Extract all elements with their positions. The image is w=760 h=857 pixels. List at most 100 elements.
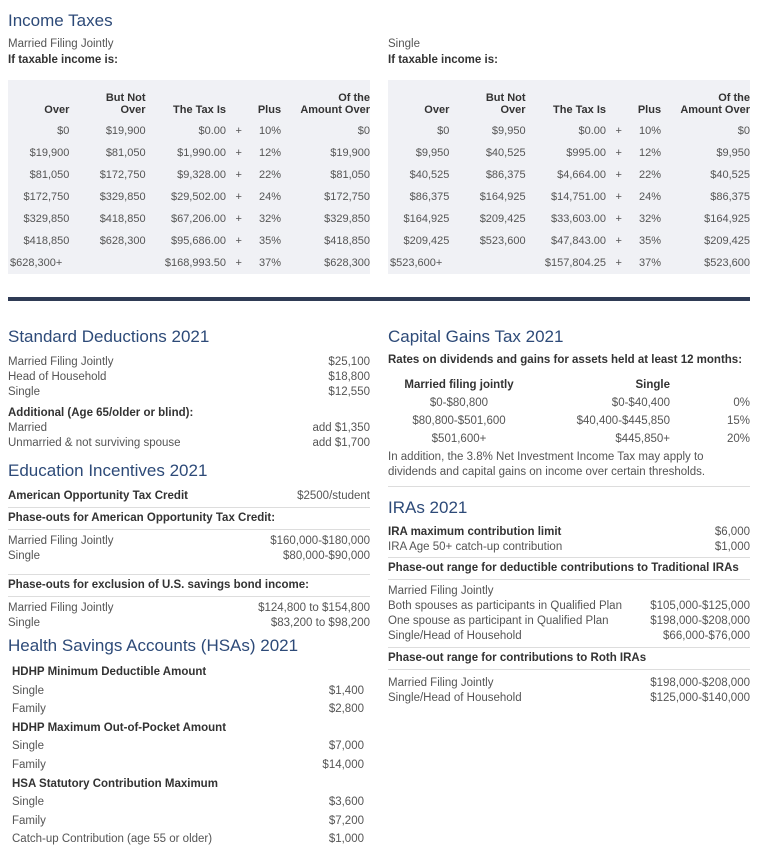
- table-cell: $418,850: [99, 213, 146, 225]
- table-cell: $81,050: [29, 169, 70, 181]
- item-label: Married Filing Jointly: [388, 677, 494, 689]
- table-cell: $86,375: [485, 169, 526, 181]
- table-cell: 12%: [259, 147, 282, 159]
- table-cell: 10%: [639, 125, 662, 137]
- table-cell: +: [615, 169, 622, 181]
- table-cell: [69, 252, 145, 274]
- item-row: Married add $1,350: [8, 421, 370, 436]
- table-cell: $9,950: [491, 125, 526, 137]
- item-value: $25,100: [328, 356, 370, 368]
- table-row: $0 $9,950 $0.00 +10% $0: [388, 120, 750, 142]
- subheading-plain: Married Filing Jointly: [388, 585, 494, 597]
- cg-cell: $445,850+: [615, 433, 670, 445]
- table-cell: $0: [57, 125, 70, 137]
- table-row: $172,750 $329,850 $29,502.00 +24% $172,750: [8, 186, 370, 208]
- table-cell: +: [235, 147, 242, 159]
- income-taxes: Income Taxes Married Filing Jointly If tax…: [8, 10, 750, 274]
- header-cell: Of the Amount Over: [661, 80, 750, 120]
- item-label: Family: [12, 758, 46, 771]
- subheading: Phase-outs for exclusion of U.S. savings…: [8, 574, 370, 597]
- tax-table-block: Single If taxable income is: Over But Not Ov…: [388, 36, 750, 274]
- cg-cell: 0%: [733, 397, 750, 409]
- subheading: HSA Statutory Contribution Maximum: [12, 777, 218, 790]
- item-value: $7,000: [328, 740, 364, 753]
- cg-cell: $0-$80,800: [429, 397, 489, 409]
- item-row: Single/Head of Household $125,000-$140,00…: [388, 691, 750, 706]
- table-label: Married Filing Jointly: [8, 38, 114, 50]
- cg-header: Single: [635, 379, 670, 391]
- item-label: American Opportunity Tax Credit: [8, 490, 188, 502]
- header-line: The Tax Is: [173, 104, 227, 116]
- item-row: Family $2,800: [8, 700, 370, 719]
- header-cell: Over: [388, 80, 449, 120]
- item-row: Single $80,000-$90,000: [8, 549, 370, 564]
- table-cell: $418,850: [23, 235, 70, 247]
- item-row: Single/Head of Household $66,000-$76,000: [388, 629, 750, 644]
- table-cell: $9,950: [415, 147, 450, 159]
- header-line: Over: [424, 104, 450, 116]
- table-cell: +: [235, 191, 242, 203]
- cg-cell: $0-$40,400: [611, 397, 670, 409]
- table-cell: 32%: [259, 213, 282, 225]
- header-row: Over But Not Over The Tax Is Plus Of the Amoun…: [8, 80, 370, 120]
- table-cell: $523,600+: [390, 257, 443, 269]
- table-cell: 22%: [259, 169, 282, 181]
- header-line: The Tax Is: [553, 104, 607, 116]
- table-condition: If taxable income is:: [8, 54, 118, 66]
- item-row: Family $14,000: [8, 756, 370, 775]
- item-row: American Opportunity Tax Credit $2500/stu…: [8, 486, 370, 508]
- cg-cell: 20%: [726, 433, 750, 445]
- item-value: $124,800 to $154,800: [258, 602, 370, 614]
- table-cell: $67,206.00: [170, 213, 227, 225]
- item-label: Catch-up Contribution (age 55 or older): [12, 833, 213, 846]
- item-value: $1,000: [328, 833, 364, 846]
- table-cell: +: [615, 125, 622, 137]
- header-cell: Of the Amount Over: [281, 80, 370, 120]
- tax-table: Over But Not Over The Tax Is Plus Of the Amoun…: [388, 80, 750, 274]
- table-row: $209,425 $523,600 $47,843.00 +35% $209,425: [388, 230, 750, 252]
- table-cell: $29,502.00: [170, 191, 227, 203]
- table-cell: 24%: [639, 191, 662, 203]
- table-cell: $19,900: [105, 125, 146, 137]
- table-cell: $4,664.00: [557, 169, 607, 181]
- table-cell: $164,925: [403, 213, 450, 225]
- item-value: $2,800: [328, 703, 364, 716]
- table-cell: $81,050: [105, 147, 146, 159]
- header-line: Plus: [257, 104, 282, 116]
- item-value: add $1,350: [312, 422, 370, 434]
- header-line: Over: [500, 104, 526, 116]
- table-cell: $19,900: [29, 147, 70, 159]
- item-row: Head of Household $18,800: [8, 370, 370, 385]
- table-cell: 10%: [259, 125, 282, 137]
- table-row: $81,050 $172,750 $9,328.00 +22% $81,050: [8, 164, 370, 186]
- item-label: Single: [8, 550, 40, 562]
- divider: [8, 297, 750, 301]
- table-label: Single: [388, 38, 420, 50]
- table-cell: $0.00: [578, 125, 607, 137]
- table-cell: $9,950: [716, 147, 750, 159]
- table-cell: $1,990.00: [177, 147, 227, 159]
- header-cell: Plus: [226, 80, 281, 120]
- table-cell: 24%: [259, 191, 282, 203]
- table-row: $523,600+ $157,804.25 +37% $523,600: [388, 252, 750, 274]
- header-cell: The Tax Is: [146, 80, 226, 120]
- item-label: IRA maximum contribution limit: [388, 526, 562, 538]
- item-label: Single/Head of Household: [388, 630, 522, 642]
- table-cell: $628,300+: [10, 257, 63, 269]
- item-label: Single: [12, 684, 44, 697]
- header-cell: Over: [8, 80, 69, 120]
- section-title: Capital Gains Tax 2021: [388, 327, 564, 346]
- item-label: Single/Head of Household: [388, 692, 522, 704]
- subheading: Phase-outs for American Opportunity Tax …: [8, 508, 370, 530]
- item-row: Single $1,400: [8, 682, 370, 701]
- table-cell: +: [235, 169, 242, 181]
- table-row: $9,950 $40,525 $995.00 +12% $9,950: [388, 142, 750, 164]
- table-cell: $47,843.00: [550, 235, 607, 247]
- table-cell: $329,850: [23, 213, 70, 225]
- table-cell: $9,328.00: [177, 169, 227, 181]
- table-cell: $628,300: [99, 235, 146, 247]
- table-row: $86,375 $164,925 $14,751.00 +24% $86,375: [388, 186, 750, 208]
- item-value: $2500/student: [297, 490, 370, 502]
- item-label: Married Filing Jointly: [8, 356, 114, 368]
